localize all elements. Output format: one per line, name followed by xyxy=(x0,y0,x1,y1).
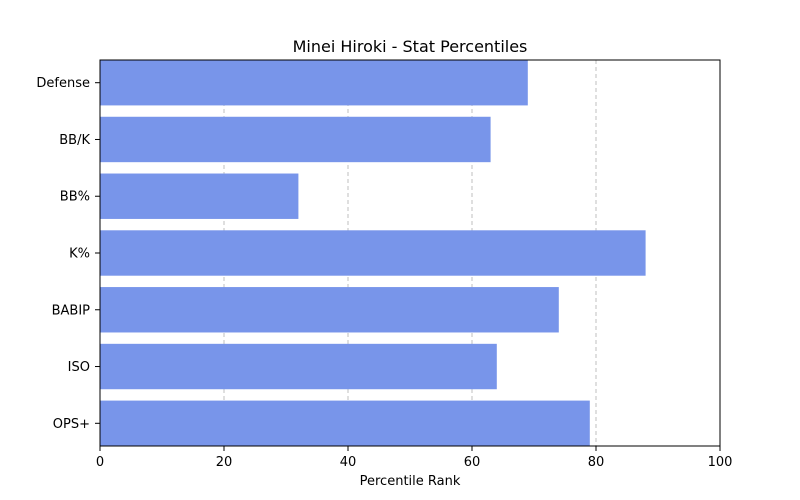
x-tick-label: 80 xyxy=(588,455,605,470)
bar-k xyxy=(100,230,646,276)
y-tick-label: BB% xyxy=(60,190,90,205)
bar-ops xyxy=(100,400,590,446)
x-tick-label: 100 xyxy=(708,455,733,470)
x-tick-label: 60 xyxy=(464,455,481,470)
chart-title: Minei Hiroki - Stat Percentiles xyxy=(293,37,528,56)
bars xyxy=(100,60,646,446)
y-tick-label: BABIP xyxy=(52,303,91,318)
bar-iso xyxy=(100,343,497,390)
x-tick-label: 40 xyxy=(340,455,357,470)
y-axis-ticks: OPS+ ISO BABIP K% BB% BB/K Defense xyxy=(36,76,100,432)
x-tick-label: 20 xyxy=(216,455,233,470)
y-tick-label: K% xyxy=(69,247,90,262)
y-tick-label: OPS+ xyxy=(53,417,90,432)
x-axis-label: Percentile Rank xyxy=(360,474,461,489)
y-tick-label: Defense xyxy=(36,76,90,91)
x-tick-label: 0 xyxy=(96,455,104,470)
y-tick-label: BB/K xyxy=(59,133,90,148)
bar-babip xyxy=(100,287,559,333)
y-tick-label: ISO xyxy=(68,360,90,375)
x-axis-ticks: 0 20 40 60 80 100 xyxy=(96,446,733,470)
bar-defense xyxy=(100,60,528,106)
bar-bb-k xyxy=(100,116,491,163)
bar-bb xyxy=(100,173,299,219)
